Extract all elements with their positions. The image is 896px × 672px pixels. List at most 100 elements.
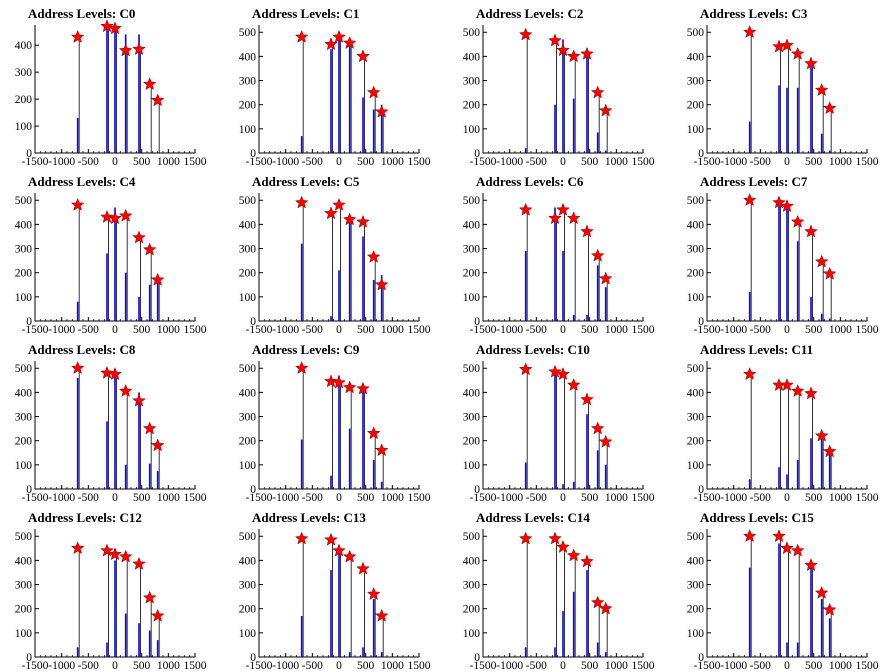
x-tick-label: 1500 [632, 492, 655, 504]
star-marker [548, 531, 562, 545]
star-marker [780, 541, 794, 555]
x-tick-label: -1500 [246, 156, 273, 168]
star-marker [70, 541, 85, 555]
panel-title: Address Levels: C4 [28, 174, 136, 189]
star-marker [356, 214, 370, 228]
x-tick-label: 1500 [408, 324, 431, 336]
star-marker [518, 362, 533, 376]
star-marker [590, 85, 605, 99]
y-tick-label: 400 [15, 555, 33, 567]
x-tick-label: 0 [784, 324, 790, 336]
x-tick-label: -500 [302, 156, 323, 168]
star-marker [790, 214, 805, 228]
x-tick-label: -1500 [22, 492, 49, 504]
panel-title: Address Levels: C8 [28, 342, 136, 357]
y-tick-label: 300 [463, 76, 481, 88]
y-tick-label: 100 [463, 124, 481, 136]
star-marker [780, 199, 794, 213]
star-marker [324, 532, 338, 546]
y-tick-label: 500 [15, 363, 33, 375]
panel-c6: Address Levels: C60100200300400500-1500-… [463, 174, 655, 336]
x-tick-label: -500 [526, 660, 547, 672]
y-tick-label: 500 [239, 363, 257, 375]
x-tick-label: -1500 [694, 324, 721, 336]
y-tick-label: 100 [687, 292, 705, 304]
y-tick-label: 200 [239, 604, 257, 616]
x-tick-label: 500 [357, 660, 375, 672]
y-tick-label: 500 [687, 27, 705, 39]
x-tick-label: 1000 [605, 492, 628, 504]
star-marker [108, 367, 122, 381]
star-marker [742, 193, 757, 207]
star-marker [366, 587, 381, 601]
x-tick-label: 0 [336, 156, 342, 168]
star-marker [374, 277, 389, 291]
y-tick-label: 500 [15, 195, 33, 207]
panel-c1: Address Levels: C10100200300400500-1500-… [239, 6, 431, 168]
x-tick-label: 1000 [829, 492, 852, 504]
x-tick-label: 500 [581, 324, 599, 336]
y-tick-label: 200 [687, 436, 705, 448]
x-tick-label: -1000 [720, 324, 747, 336]
y-tick-label: 0 [26, 652, 32, 664]
y-tick-label: 100 [687, 124, 705, 136]
y-tick-label: 200 [15, 436, 33, 448]
star-marker [548, 33, 562, 47]
y-tick-label: 200 [463, 100, 481, 112]
x-tick-label: -1000 [496, 156, 523, 168]
star-marker [580, 392, 594, 406]
panel-c11: Address Levels: C11 0 100 200 300 400 500 -1500… [687, 342, 879, 504]
x-tick-label: 1000 [829, 660, 852, 672]
star-marker [356, 381, 370, 395]
x-tick-label: -1000 [48, 324, 75, 336]
x-tick-label: -500 [526, 324, 547, 336]
star-marker [518, 202, 533, 216]
x-tick-label: 500 [133, 492, 151, 504]
x-tick-label: 1500 [184, 492, 207, 504]
y-tick-label: 500 [463, 195, 481, 207]
x-tick-label: 1500 [856, 324, 879, 336]
star-marker [580, 554, 594, 568]
star-marker [780, 377, 794, 391]
panel-c0: Address Levels: C0 0 100 200 300 400 -1500 -100… [15, 6, 207, 168]
x-tick-label: 500 [357, 324, 375, 336]
x-tick-label: 1500 [856, 492, 879, 504]
x-tick-label: 1000 [605, 156, 628, 168]
star-marker [332, 375, 346, 389]
star-marker [332, 29, 346, 43]
y-tick-label: 0 [698, 316, 704, 328]
y-tick-label: 100 [463, 628, 481, 640]
x-tick-label: -1500 [246, 492, 273, 504]
x-tick-label: 0 [560, 156, 566, 168]
y-tick-label: 200 [15, 94, 33, 106]
panel-title: Address Levels: C7 [700, 174, 808, 189]
star-marker [822, 101, 837, 115]
x-tick-label: 1000 [829, 156, 852, 168]
y-tick-label: 300 [687, 76, 705, 88]
y-tick-label: 0 [250, 148, 256, 160]
x-tick-label: 0 [112, 324, 118, 336]
star-marker [374, 608, 389, 622]
y-tick-label: 500 [239, 27, 257, 39]
star-marker [366, 85, 381, 99]
star-marker [150, 272, 165, 286]
star-marker [556, 202, 570, 216]
star-marker [742, 529, 757, 543]
x-tick-label: 1000 [605, 324, 628, 336]
x-tick-label: -500 [526, 492, 547, 504]
star-marker [150, 608, 165, 622]
y-tick-label: 0 [250, 652, 256, 664]
y-tick-label: 100 [239, 124, 257, 136]
star-marker [294, 531, 309, 545]
x-tick-label: -500 [750, 660, 771, 672]
y-tick-label: 300 [15, 580, 33, 592]
y-tick-label: 400 [15, 387, 33, 399]
x-tick-label: 0 [560, 324, 566, 336]
y-tick-label: 100 [687, 460, 705, 472]
star-marker [294, 361, 309, 375]
star-marker [342, 35, 357, 49]
x-tick-label: -1000 [272, 492, 299, 504]
x-tick-label: 500 [805, 660, 823, 672]
x-tick-label: -1000 [720, 660, 747, 672]
star-marker [150, 93, 165, 107]
